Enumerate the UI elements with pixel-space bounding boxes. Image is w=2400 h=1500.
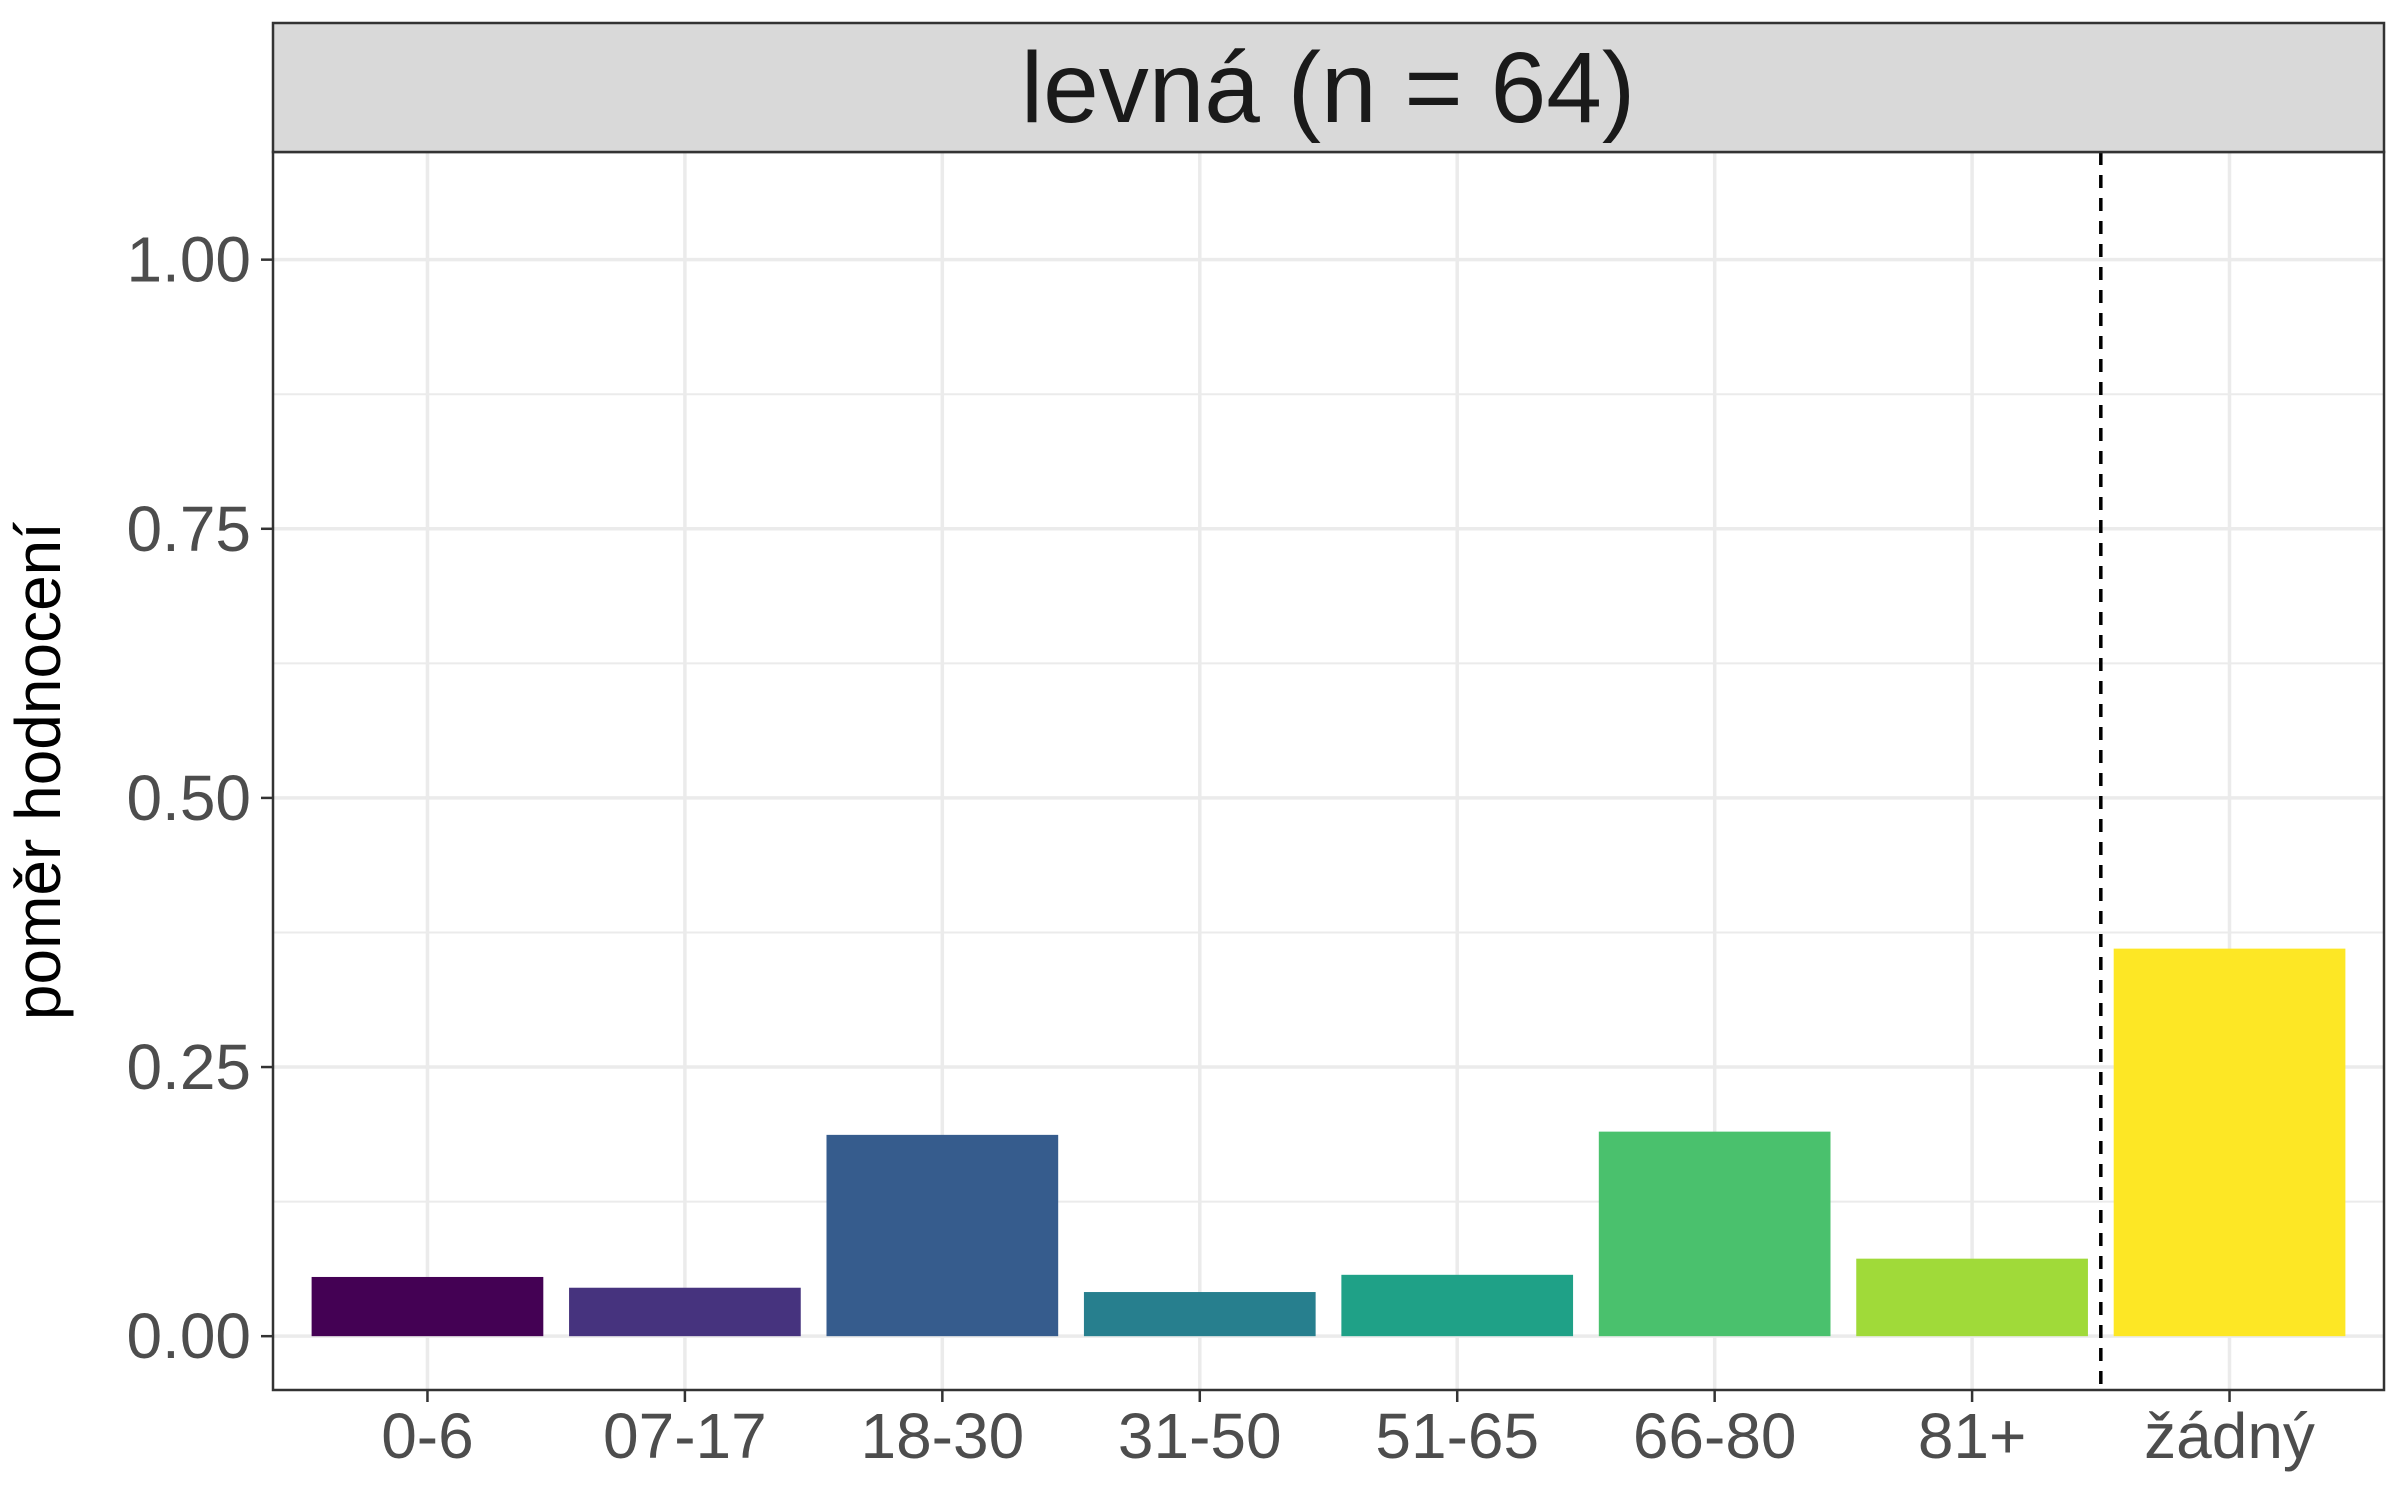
bar-51-65 bbox=[1341, 1274, 1574, 1337]
bar-07-17 bbox=[569, 1287, 801, 1337]
x-tick-label: 51-65 bbox=[1375, 1400, 1539, 1472]
bar-81+ bbox=[1856, 1258, 2088, 1337]
x-axis: 0-6 07-17 18-30 31-50 51-65 66-80 81+ žádný bbox=[381, 1390, 2315, 1472]
x-tick-label: 31-50 bbox=[1118, 1400, 1282, 1472]
x-tick-label: 81+ bbox=[1918, 1400, 2027, 1472]
bar-0-6 bbox=[311, 1276, 544, 1337]
y-tick-label: 0.25 bbox=[126, 1031, 251, 1103]
bars bbox=[311, 948, 2346, 1337]
y-tick-label: 0.75 bbox=[126, 493, 251, 565]
y-tick-label: 0.50 bbox=[126, 762, 251, 834]
y-tick-label: 0.00 bbox=[126, 1300, 251, 1372]
bar-66-80 bbox=[1598, 1131, 1831, 1337]
x-tick-label: 18-30 bbox=[860, 1400, 1024, 1472]
facet-strip-title: levná (n = 64) bbox=[1021, 32, 1635, 144]
grid bbox=[273, 152, 2384, 1390]
x-tick-label: 66-80 bbox=[1633, 1400, 1797, 1472]
x-tick-label: 07-17 bbox=[603, 1400, 767, 1472]
y-axis: 0.00 0.25 0.50 0.75 1.00 bbox=[126, 224, 273, 1372]
y-tick-label: 1.00 bbox=[126, 224, 251, 296]
x-tick-label: 0-6 bbox=[381, 1400, 474, 1472]
bar-18-30 bbox=[826, 1134, 1059, 1337]
bar-31-50 bbox=[1083, 1292, 1316, 1337]
bar-žádný bbox=[2113, 948, 2346, 1337]
y-axis-title: poměr hodnocení bbox=[2, 522, 74, 1020]
facet-strip bbox=[271, 21, 2386, 154]
x-tick-label: žádný bbox=[2144, 1400, 2315, 1472]
plot-panel bbox=[273, 152, 2384, 1390]
